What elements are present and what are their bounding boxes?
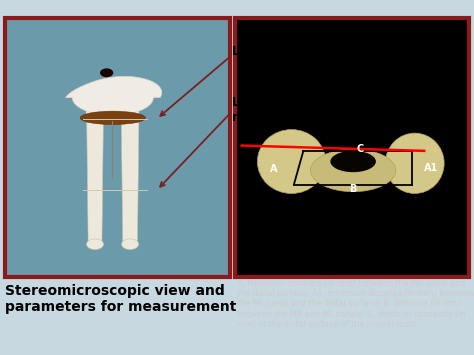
Text: Level X – 2 mm below the furcation: Level X – 2 mm below the furcation [232, 45, 465, 58]
Bar [5, 18, 230, 277]
Text: A1: A1 [424, 163, 438, 173]
Text: C: C [356, 144, 364, 154]
Ellipse shape [310, 149, 396, 192]
Ellipse shape [80, 111, 146, 125]
Ellipse shape [86, 239, 103, 250]
Ellipse shape [330, 151, 376, 172]
Bar [235, 18, 469, 277]
Ellipse shape [100, 68, 113, 77]
Text: Level Y – at juction of apical and
middle third of the root: Level Y – at juction of apical and middl… [232, 96, 447, 124]
Text: B: B [349, 184, 357, 194]
Polygon shape [121, 122, 139, 243]
Text: A: A [270, 164, 278, 174]
Bar [86, 101, 139, 122]
Text: A, Minimum distance (in mm) between the MB canal and
the distal surface; A1, min: A, Minimum distance (in mm) between the … [237, 279, 474, 329]
Polygon shape [87, 122, 103, 243]
Ellipse shape [257, 130, 326, 193]
Ellipse shape [121, 239, 138, 250]
Polygon shape [65, 76, 162, 115]
Text: Stereomicroscopic view and
parameters for measurement: Stereomicroscopic view and parameters fo… [5, 284, 236, 314]
Ellipse shape [385, 133, 444, 193]
